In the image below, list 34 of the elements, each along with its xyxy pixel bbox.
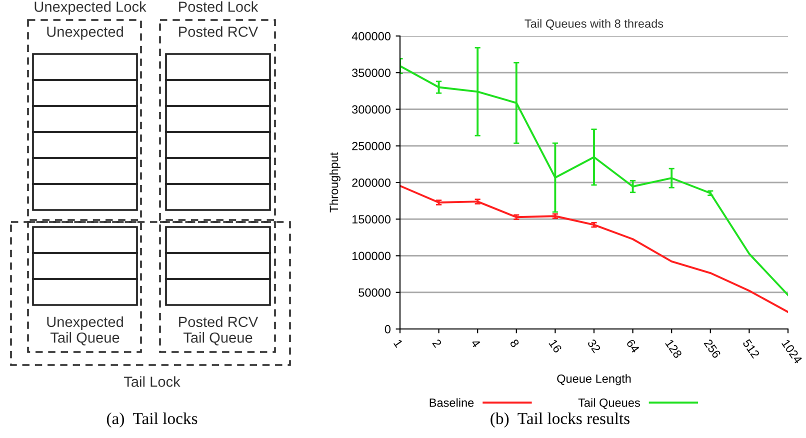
chart-title: Tail Queues with 8 threads [524,19,664,30]
text: Tail Lock [124,376,180,387]
x-tick-label: 64 [626,338,640,354]
x-tick-label: 8 [510,338,520,348]
x-tick-label: 16 [548,338,562,354]
legend-label: Baseline [430,398,474,407]
text: Unexpected Tail Queue [47,316,123,346]
x-tick-label: 256 [704,338,722,359]
y-tick-label: 300000 [352,105,391,114]
y-tick-label: 350000 [352,68,391,78]
y-tick-label: 200000 [352,178,391,187]
text: (b) Tail locks results [490,412,630,428]
text: Unexpected Lock [34,1,146,15]
text: (a) Tail locks [106,412,198,428]
line-series [400,184,788,313]
text: Posted RCV [179,26,258,37]
x-tick-label: 4 [470,338,481,348]
x-tick-label: 512 [742,338,760,359]
y-tick-label: 50000 [358,288,391,297]
x-axis-title: Queue Length [557,374,631,386]
y-tick-label: 250000 [352,142,391,150]
y-tick-label: 0 [384,325,391,334]
text: Posted Lock [179,1,258,12]
x-tick-label: 128 [665,338,682,359]
y-axis-title: Throughput [329,152,340,212]
x-tick-label: 2 [432,338,442,348]
x-tick-label: 32 [587,338,601,354]
y-tick-label: 150000 [352,215,391,224]
text: Posted RCV Tail Queue [179,316,258,346]
y-tick-label: 400000 [352,32,391,40]
x-tick-label: 1 [394,339,404,348]
text: Unexpected [47,26,123,40]
y-tick-label: 100000 [352,252,391,260]
legend-label: Tail Queues [578,398,640,410]
